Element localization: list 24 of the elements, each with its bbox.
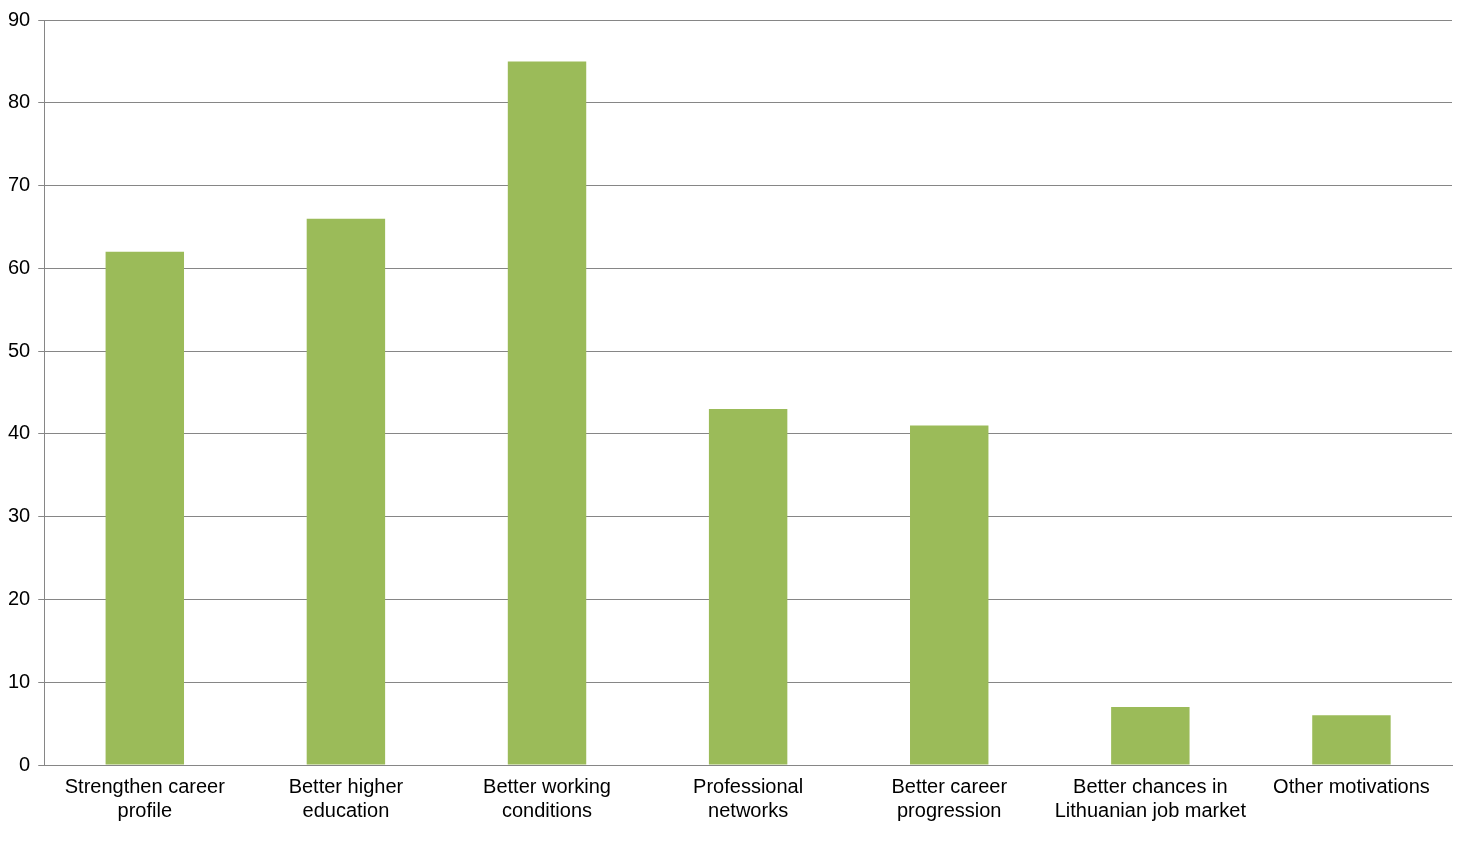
bar <box>1312 715 1391 765</box>
bar <box>1111 707 1190 765</box>
x-tick-label: Strengthen career profile <box>64 774 226 821</box>
bar <box>910 425 989 765</box>
y-tick-label: 50 <box>8 338 31 361</box>
y-tick-label: 70 <box>8 173 31 196</box>
x-tick-label: Better working conditions <box>483 774 611 821</box>
x-tick-label: Better career progression <box>891 774 1008 821</box>
bar <box>105 251 185 765</box>
y-tick-label: 80 <box>8 90 31 113</box>
bar <box>306 218 386 765</box>
bar <box>708 409 788 765</box>
x-tick-label: Professional networks <box>693 774 804 821</box>
y-tick-label: 0 <box>19 752 31 775</box>
y-tick-label: 90 <box>8 7 31 30</box>
bar <box>507 61 587 765</box>
y-tick-label: 20 <box>8 586 31 609</box>
y-tick-label: 30 <box>8 504 31 527</box>
y-tick-label: 60 <box>8 255 31 278</box>
y-tick-label: 40 <box>8 421 31 444</box>
y-tick-label: 10 <box>8 669 31 692</box>
x-tick-label: Other motivations <box>1273 774 1430 797</box>
x-tick-label: Better chances in Lithuanian job market <box>1054 774 1247 821</box>
x-tick-label: Better higher education <box>288 774 404 821</box>
